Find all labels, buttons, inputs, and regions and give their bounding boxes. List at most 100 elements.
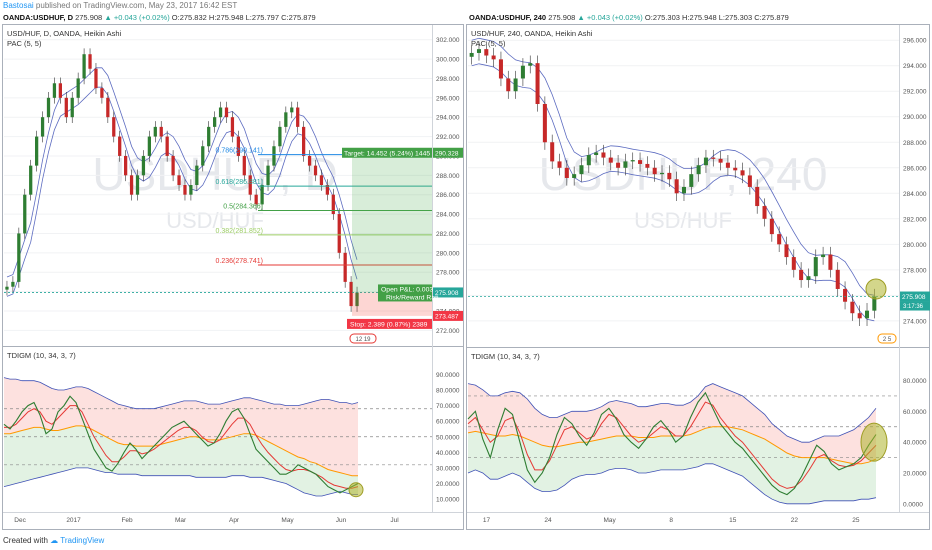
left-price-chart[interactable]: 272.000274.000276.000278.000280.000282.0… xyxy=(4,37,463,524)
right-price: 275.908 xyxy=(548,13,576,22)
left-price-candle-body xyxy=(46,97,51,118)
right-price-candle-body xyxy=(813,257,818,277)
left-price-candle-body xyxy=(195,165,199,185)
left-price-candle-body xyxy=(319,175,324,185)
left-price-candle-body xyxy=(29,165,33,195)
right-price-candle-body xyxy=(799,269,804,281)
left-price-candle-body xyxy=(141,155,146,176)
left-price-candle-body xyxy=(11,281,15,287)
right-price-candle-body xyxy=(843,288,848,302)
right-price-chart[interactable]: 274.000276.000278.000280.000282.000284.0… xyxy=(468,38,930,524)
right-earnings-badge[interactable] xyxy=(877,333,897,344)
right-price-x-tick: 25 xyxy=(852,517,860,524)
right-osc-signal-line xyxy=(467,401,877,489)
right-price-x-tick: May xyxy=(603,517,616,524)
right-price-candle-body xyxy=(681,186,686,194)
right-price-candle-body xyxy=(784,244,789,258)
right-price-candle-body xyxy=(806,276,811,281)
left-price-candle-body xyxy=(112,117,116,137)
right-price-candle-body xyxy=(821,254,826,258)
right-osc-y-tick: 20.0000 xyxy=(903,471,927,478)
left-osc-lower-band-fill xyxy=(4,425,358,496)
right-price-candle-body xyxy=(725,162,730,168)
right-price-candle-body xyxy=(769,218,774,235)
left-price-y-tick: 282.000 xyxy=(436,231,460,238)
left-price-candle-body xyxy=(100,88,104,98)
right-legend: USD/HUF, 240, OANDA, Heikin Ashi xyxy=(471,29,593,38)
left-price-candle-body xyxy=(213,117,217,127)
right-price-candle-body xyxy=(667,172,672,180)
right-price-candle-body xyxy=(747,175,752,187)
right-price-candle-body xyxy=(689,174,694,187)
right-price-y-tick: 282.000 xyxy=(903,216,927,223)
left-price-candle-body xyxy=(76,78,80,98)
left-price-candle-body xyxy=(331,194,335,215)
right-price-candle-body xyxy=(777,234,782,245)
right-osc-upper-band xyxy=(467,383,877,443)
right-price-candle-body xyxy=(645,163,650,168)
right-price-candle-body xyxy=(616,162,621,168)
left-pane-frame xyxy=(2,24,464,530)
left-oscillator-chart[interactable]: 10.0000 20.0000 30.0000 40.0000 50.0000 60.00… xyxy=(3,372,460,504)
left-price-y-tick: 278.000 xyxy=(436,270,460,277)
left-price-x-tick: Jul xyxy=(390,517,399,524)
right-price-y-tick: 284.000 xyxy=(903,191,927,198)
right-price-candle-body xyxy=(740,170,745,176)
risk-reward-label: Risk/Reward Rati xyxy=(386,294,439,301)
left-price-y-tick: 300.000 xyxy=(436,57,460,64)
left-price-y-tick: 292.000 xyxy=(436,134,460,141)
right-price-candle-body xyxy=(484,49,489,56)
left-price-candle-body xyxy=(70,97,74,118)
left-price-candle-body xyxy=(159,126,163,137)
right-price-candle-body xyxy=(630,160,635,162)
right-osc-lower-band xyxy=(467,463,877,505)
right-price-candle-body xyxy=(557,161,562,168)
left-price-candle-body xyxy=(349,281,353,307)
left-osc-legend: TDIGM (10, 34, 3, 7) xyxy=(7,351,76,360)
right-price-candle-body xyxy=(733,167,738,171)
left-price-candle-body xyxy=(52,83,57,98)
left-low: L:275.797 xyxy=(245,13,280,22)
left-price-candle-body xyxy=(343,252,347,282)
right-symbol[interactable]: OANDA:USDHUF, 240 xyxy=(469,13,547,22)
left-price-candle-body xyxy=(260,185,264,205)
left-osc-y-tick: 70.0000 xyxy=(436,403,460,410)
right-price-candle-body xyxy=(601,152,606,158)
footer-brand[interactable]: TradingView xyxy=(60,536,105,545)
author-link[interactable]: Bastosai xyxy=(3,1,34,10)
left-price-candle-body xyxy=(23,194,27,234)
right-symbol-bar: OANDA:USDHUF, 240 275.908 ▲ +0.043 (+0.0… xyxy=(469,12,789,23)
stop-price-box xyxy=(433,310,463,321)
right-price-y-tick: 290.000 xyxy=(903,114,927,121)
publish-text: published on TradingView.com, May 23, 20… xyxy=(35,1,238,10)
right-price-candle-body xyxy=(865,310,870,319)
left-osc-y-tick: 10.0000 xyxy=(436,497,460,504)
left-earnings-badge[interactable] xyxy=(349,333,377,344)
left-price-candle-body xyxy=(201,146,205,166)
right-price-candle-body xyxy=(872,296,877,311)
right-osc-legend: TDIGM (10, 34, 3, 7) xyxy=(471,352,540,361)
right-price-x-tick: 15 xyxy=(729,517,737,524)
right-osc-y-tick: 60.0000 xyxy=(903,409,927,416)
right-price-countdown-box xyxy=(900,301,930,311)
left-price-candle-body xyxy=(296,107,300,127)
right-watermark-small: USD/HUF xyxy=(634,208,732,233)
right-pane-frame xyxy=(466,24,930,530)
left-price-candle-body xyxy=(254,194,258,205)
right-price-candle-body xyxy=(660,172,665,175)
left-price-candle-body xyxy=(106,97,110,118)
left-price-candle-body xyxy=(189,185,193,195)
left-high: H:275.948 xyxy=(208,13,244,22)
right-price-candle-body xyxy=(513,78,518,92)
stop-price: 273.487 xyxy=(435,313,459,320)
left-price-candle-body xyxy=(58,83,62,98)
right-price-y-tick: 274.000 xyxy=(903,318,927,325)
left-price-candle-body xyxy=(248,175,252,195)
left-symbol[interactable]: OANDA:USDHUF, D xyxy=(3,13,73,22)
left-price-candle-body xyxy=(40,117,45,137)
left-price-y-tick: 294.000 xyxy=(436,115,460,122)
left-osc-y-tick: 20.0000 xyxy=(436,481,460,488)
right-price-candle-body xyxy=(850,301,855,314)
right-oscillator-chart[interactable]: 0.0000 20.0000 40.0000 60.0000 80.0000 xyxy=(467,378,927,508)
